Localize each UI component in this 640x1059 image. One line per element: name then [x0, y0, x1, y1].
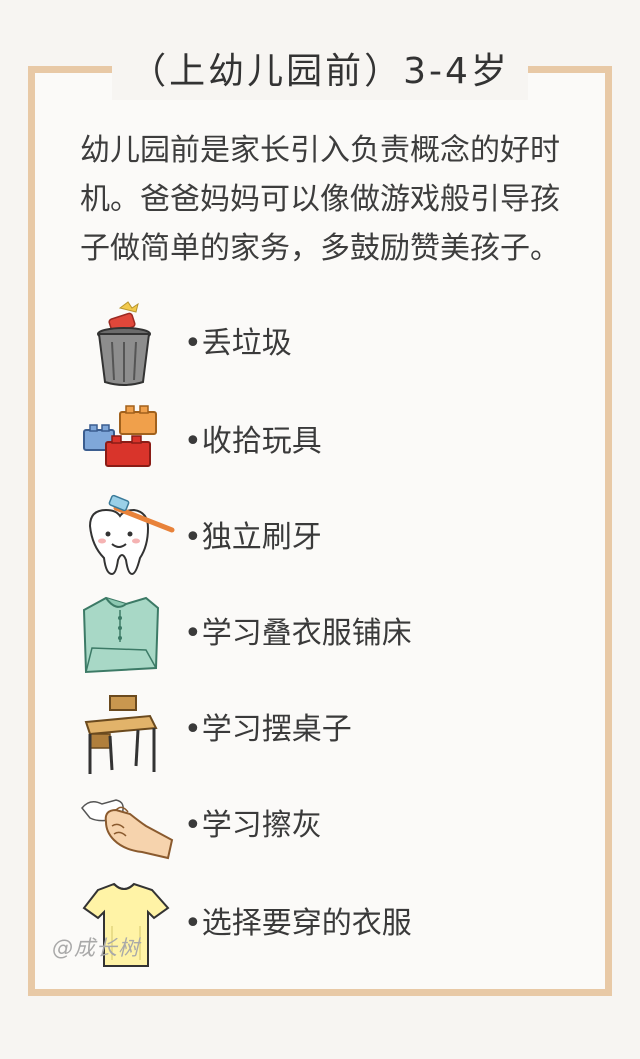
trash-can-icon [97, 301, 151, 386]
watermark-text: @成长树 [52, 936, 140, 960]
chore-item-set-table: •学习摆桌子 [76, 686, 576, 778]
t-shirt-icon [82, 882, 170, 967]
chore-label: •学习擦灰 [184, 808, 322, 843]
title-wrap: （上幼儿园前）3-4岁 [0, 44, 640, 100]
hand-cloth-icon [81, 799, 174, 860]
chore-label: •学习摆桌子 [184, 712, 352, 747]
chore-item-toys: •收拾玩具 [76, 398, 576, 490]
chore-item-dusting: •学习擦灰 [76, 782, 576, 874]
toy-blocks-icon [83, 405, 157, 467]
chore-label: •丢垃圾 [184, 326, 292, 361]
chore-item-brush-teeth: •独立刷牙 [76, 494, 576, 586]
intro-paragraph: 幼儿园前是家长引入负责概念的好时 机。爸爸妈妈可以像做游戏般引导孩 子做简单的家… [80, 126, 580, 273]
intro-line: 机。爸爸妈妈可以像做游戏般引导孩 [80, 182, 560, 217]
intro-line: 子做简单的家务，多鼓励赞美孩子。 [80, 231, 560, 266]
desk-chair-icon [84, 695, 158, 774]
chore-label: •独立刷牙 [184, 520, 322, 555]
chore-label: •学习叠衣服铺床 [184, 616, 412, 651]
chore-label: •收拾玩具 [184, 424, 322, 459]
folded-shirt-icon [82, 596, 160, 674]
page-title: （上幼儿园前）3-4岁 [112, 44, 528, 100]
chore-item-fold-clothes: •学习叠衣服铺床 [76, 590, 576, 682]
intro-line: 幼儿园前是家长引入负责概念的好时 [80, 133, 560, 168]
chore-item-trash: •丢垃圾 [76, 300, 576, 392]
chore-item-choose-clothes: •选择要穿的衣服 [76, 880, 576, 972]
tooth-brush-icon [88, 494, 175, 576]
chore-label: •选择要穿的衣服 [184, 906, 412, 941]
